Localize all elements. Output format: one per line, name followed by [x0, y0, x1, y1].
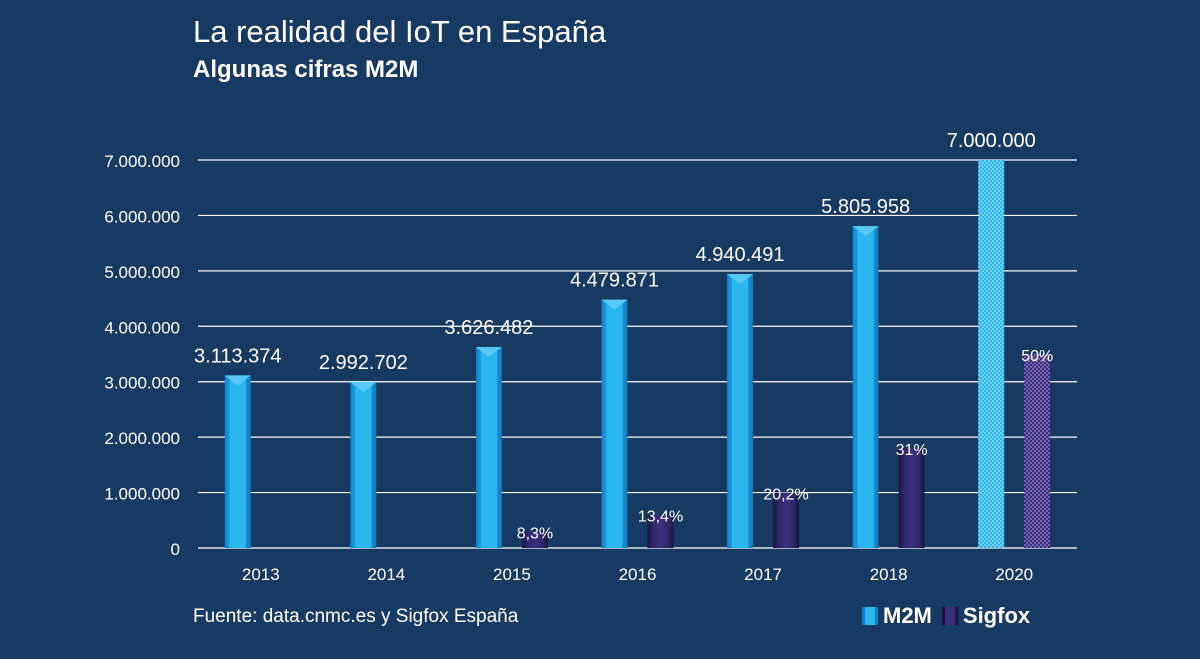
- bar-cap-m2m: [727, 274, 754, 285]
- bar-cap-m2m: [978, 160, 1005, 170]
- legend-label-sigfox: Sigfox: [962, 603, 1031, 628]
- data-label-m2m: 3.113.374: [194, 345, 282, 367]
- x-tick-label: 2014: [367, 565, 405, 584]
- x-tick-label: 2015: [493, 565, 531, 584]
- x-tick-label: 2016: [619, 565, 657, 584]
- bar-m2m-2016: [601, 299, 628, 548]
- bar-cap-m2m: [224, 375, 251, 386]
- legend: M2M Sigfox: [862, 603, 1040, 629]
- y-tick-label: 5.000.000: [104, 263, 180, 282]
- y-tick-label: 6.000.000: [104, 207, 180, 226]
- y-tick-label: 2.000.000: [104, 429, 180, 448]
- data-label-sigfox: 20,2%: [763, 487, 808, 504]
- x-tick-label: 2013: [242, 565, 280, 584]
- y-tick-label: 1.000.000: [104, 485, 180, 504]
- y-axis: 0 1.000.000 2.000.000 3.000.000 4.000.000 5.0…: [104, 152, 180, 559]
- chart-subtitle: Algunas cifras M2M: [193, 56, 419, 83]
- bar-m2m-2020: [978, 160, 1005, 548]
- legend-item-sigfox: Sigfox: [941, 603, 1031, 629]
- bar-cap-m2m: [350, 382, 377, 393]
- bar-sigfox-2017: [773, 492, 800, 548]
- y-tick-label: 3.000.000: [104, 374, 180, 393]
- data-label-sigfox: 31%: [896, 442, 928, 459]
- data-label-m2m: 3.626.482: [444, 317, 533, 339]
- bar-m2m-2015: [475, 346, 502, 548]
- x-axis: 2013 2014 2015 2016 2017 2018 2020: [242, 565, 1033, 584]
- data-label-sigfox: 13,4%: [638, 509, 683, 526]
- bar-cap-m2m: [601, 299, 628, 310]
- data-labels: 3.113.374 2.992.702 3.626.482 8,3% 4.479.871…: [194, 130, 1053, 542]
- bar-sigfox-2018: [898, 448, 925, 548]
- bar-sigfox-2016: [647, 514, 674, 548]
- legend-swatch-sigfox: [941, 607, 958, 625]
- bars: [224, 160, 1051, 549]
- legend-item-m2m: M2M: [862, 603, 932, 629]
- y-tick-label: 7.000.000: [104, 152, 180, 171]
- data-label-m2m: 4.479.871: [570, 270, 659, 292]
- grid-lines: [198, 159, 1077, 549]
- y-tick-label: 4.000.000: [104, 318, 180, 337]
- x-tick-label: 2018: [870, 565, 908, 584]
- data-label-sigfox: 8,3%: [517, 525, 553, 542]
- bar-sigfox-2020: [1024, 354, 1051, 548]
- chart-title: La realidad del IoT en España: [193, 14, 607, 49]
- data-label-m2m: 4.940.491: [696, 244, 785, 266]
- bar-cap-m2m: [475, 346, 502, 357]
- data-label-m2m: 2.992.702: [319, 352, 408, 374]
- data-label-m2m: 7.000.000: [947, 130, 1036, 152]
- bar-m2m-2018: [852, 226, 879, 549]
- bar-sigfox-2015: [521, 531, 548, 548]
- source-note: Fuente: data.cnmc.es y Sigfox España: [193, 606, 519, 627]
- data-label-sigfox: 50%: [1021, 348, 1053, 365]
- bar-m2m-2013: [224, 375, 251, 548]
- bar-m2m-2014: [350, 382, 377, 548]
- bar-cap-m2m: [852, 226, 879, 237]
- y-tick-label: 0: [171, 540, 180, 559]
- x-tick-label: 2017: [744, 565, 782, 584]
- bar-m2m-2017: [727, 274, 754, 548]
- x-tick-label: 2020: [995, 565, 1033, 584]
- data-label-m2m: 5.805.958: [821, 196, 910, 218]
- legend-label-m2m: M2M: [883, 603, 932, 628]
- legend-swatch-m2m: [862, 607, 878, 625]
